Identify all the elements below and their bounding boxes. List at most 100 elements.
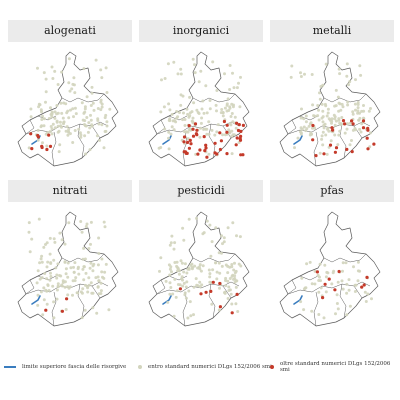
monitoring-point-within xyxy=(56,83,60,86)
monitoring-point-within xyxy=(348,80,352,84)
monitoring-point-within xyxy=(226,97,230,101)
monitoring-point-within xyxy=(188,95,192,99)
monitoring-point-within xyxy=(64,102,68,106)
monitoring-point-within xyxy=(184,296,188,300)
monitoring-point-within xyxy=(84,225,88,228)
monitoring-point-within xyxy=(163,77,167,80)
panel-title: metalli xyxy=(270,20,394,42)
monitoring-point-within xyxy=(313,114,317,118)
monitoring-point-within xyxy=(49,271,52,275)
monitoring-point-within xyxy=(348,121,352,125)
monitoring-point-within xyxy=(79,290,83,294)
monitoring-point-within xyxy=(192,285,196,289)
monitoring-point-within xyxy=(358,127,362,131)
monitoring-point-within xyxy=(239,264,243,268)
monitoring-point-within xyxy=(55,297,59,301)
monitoring-point-within xyxy=(102,220,106,224)
monitoring-point-within xyxy=(320,134,324,138)
monitoring-point-within xyxy=(173,277,177,281)
monitoring-point-over xyxy=(241,153,245,157)
monitoring-point-within xyxy=(30,237,34,241)
monitoring-point-within xyxy=(36,303,40,307)
monitoring-point-within xyxy=(305,127,309,131)
monitoring-point-within xyxy=(49,262,53,265)
monitoring-point-over xyxy=(188,138,192,142)
monitoring-point-within xyxy=(318,275,321,279)
monitoring-point-within xyxy=(236,310,240,313)
monitoring-point-within xyxy=(193,71,197,75)
monitoring-point-within xyxy=(61,116,65,120)
monitoring-point-within xyxy=(191,116,195,120)
monitoring-point-within xyxy=(50,127,54,131)
monitoring-point-within xyxy=(63,242,67,246)
monitoring-point-within xyxy=(230,102,234,106)
map-pesticidi xyxy=(139,206,263,346)
monitoring-point-within xyxy=(309,132,313,136)
monitoring-point-within xyxy=(321,120,325,124)
monitoring-point-within xyxy=(83,134,87,138)
monitoring-point-within xyxy=(66,275,70,279)
monitoring-point-within xyxy=(226,279,230,283)
monitoring-point-within xyxy=(230,263,234,266)
monitoring-point-within xyxy=(80,101,84,105)
map-svg xyxy=(148,51,250,167)
monitoring-point-over xyxy=(362,283,366,287)
monitoring-point-within xyxy=(187,267,191,271)
monitoring-point-within xyxy=(318,91,321,95)
monitoring-point-within xyxy=(187,217,191,221)
monitoring-point-within xyxy=(187,115,191,119)
monitoring-point-within xyxy=(71,141,75,144)
monitoring-point-within xyxy=(59,124,63,128)
monitoring-point-within xyxy=(102,276,106,280)
monitoring-point-within xyxy=(44,132,48,136)
monitoring-point-within xyxy=(96,285,100,289)
panel-title: nitrati xyxy=(8,180,132,202)
monitoring-point-over xyxy=(211,280,215,284)
monitoring-point-within xyxy=(197,265,201,269)
monitoring-point-within xyxy=(204,84,208,88)
monitoring-point-within xyxy=(175,260,179,264)
monitoring-point-within xyxy=(42,71,46,75)
monitoring-point-within xyxy=(345,291,349,295)
monitoring-point-within xyxy=(226,226,230,230)
monitoring-point-within xyxy=(217,308,221,312)
monitoring-point-within xyxy=(169,132,173,136)
monitoring-point-within xyxy=(71,279,75,283)
monitoring-point-within xyxy=(57,150,61,154)
monitoring-point-within xyxy=(358,269,362,273)
monitoring-point-within xyxy=(321,130,325,134)
monitoring-point-within xyxy=(181,94,185,98)
monitoring-point-within xyxy=(230,134,234,138)
monitoring-point-within xyxy=(90,291,94,295)
monitoring-point-within xyxy=(60,238,64,242)
monitoring-point-within xyxy=(181,118,185,122)
monitoring-point-within xyxy=(210,302,214,306)
monitoring-point-within xyxy=(176,115,180,119)
monitoring-point-within xyxy=(336,307,340,311)
monitoring-point-within xyxy=(42,117,46,121)
monitoring-point-within xyxy=(177,272,181,276)
monitoring-point-within xyxy=(214,226,218,230)
monitoring-point-within xyxy=(215,109,218,113)
monitoring-point-within xyxy=(188,111,192,115)
monitoring-point-within xyxy=(181,226,185,230)
monitoring-point-within xyxy=(300,107,303,111)
monitoring-point-within xyxy=(217,251,221,255)
monitoring-point-within xyxy=(184,285,188,289)
monitoring-point-within xyxy=(99,100,103,104)
monitoring-point-within xyxy=(211,268,215,272)
monitoring-point-within xyxy=(233,261,236,265)
monitoring-point-within xyxy=(71,293,74,297)
monitoring-point-within xyxy=(221,114,225,118)
monitoring-point-over xyxy=(47,133,51,137)
monitoring-point-within xyxy=(167,102,171,106)
monitoring-point-within xyxy=(99,108,103,112)
map-svg xyxy=(148,211,250,327)
monitoring-point-within xyxy=(45,144,49,148)
monitoring-point-within xyxy=(220,264,224,268)
monitoring-point-within xyxy=(193,63,196,67)
risorgive-line xyxy=(293,295,303,305)
monitoring-point-within xyxy=(176,269,180,273)
monitoring-point-within xyxy=(202,127,206,131)
